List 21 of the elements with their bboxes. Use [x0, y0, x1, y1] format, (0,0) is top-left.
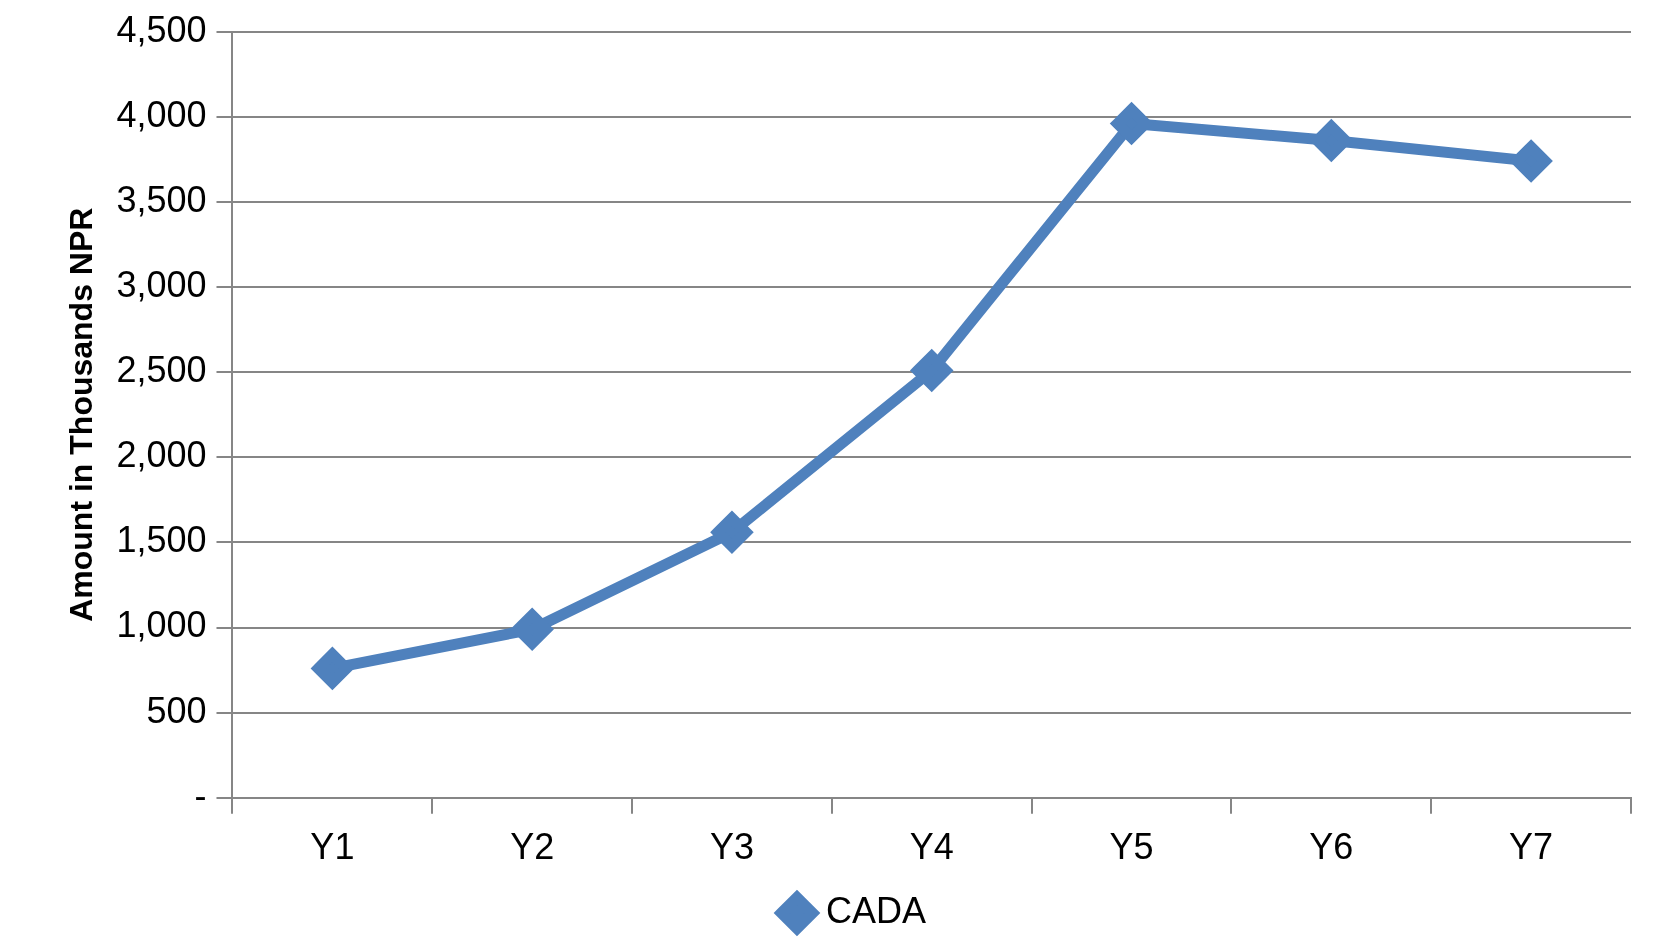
y-tick-label: 2,500: [116, 349, 207, 391]
legend-label: CADA: [825, 889, 927, 931]
y-tick-label: 1,500: [116, 519, 207, 561]
point: [512, 607, 554, 651]
y-tick-label: -: [194, 774, 207, 816]
x-tick-label: Y7: [1509, 826, 1554, 868]
y-tick-label: 1,000: [116, 604, 207, 646]
x-tick-label: Y6: [1309, 826, 1354, 868]
y-tick-label: 4,000: [116, 93, 207, 135]
y-tick-label: 2,000: [116, 434, 207, 476]
x-tick-label: Y4: [909, 826, 954, 868]
y-tick-label: 500: [146, 689, 207, 731]
y-tick-label: 4,500: [116, 8, 207, 50]
x-tick-label: Y3: [709, 826, 754, 868]
x-tick-label: Y1: [310, 826, 355, 868]
x-tick-label: Y5: [1109, 826, 1154, 868]
point: [710, 510, 754, 554]
x-tick-label: Y2: [510, 826, 555, 868]
y-axis-title: Amount in Thousands NPR: [63, 207, 100, 622]
y-tick-label: 3,500: [116, 178, 207, 220]
y-tick-label: 3,000: [116, 263, 207, 305]
